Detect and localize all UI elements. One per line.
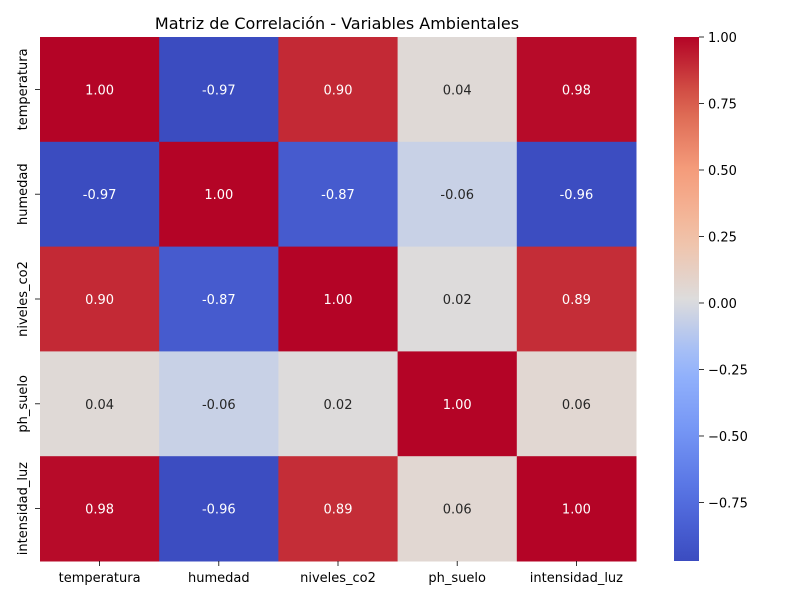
cell-value-label: -0.87 xyxy=(321,188,355,203)
heatmap-cell-intensidad_luz-humedad xyxy=(159,456,279,562)
colorbar: 1.00 0.75 0.50 0.25 0.00 −0.25 −0.50 −0.75 xyxy=(674,31,748,561)
cell-value-label: -0.97 xyxy=(202,83,236,98)
cell-value-label: 1.00 xyxy=(443,398,472,413)
colorbar-tick-label: 0.75 xyxy=(708,97,737,112)
heatmap-cell-humedad-ph_suelo xyxy=(397,141,518,248)
x-tick-label: temperatura xyxy=(59,571,141,586)
cell-value-label: 1.00 xyxy=(324,293,353,308)
x-tick-label: intensidad_luz xyxy=(530,571,623,586)
cell-value-label: 0.02 xyxy=(443,293,472,308)
heatmap-cell-humedad-niveles_co2 xyxy=(278,141,399,248)
cell-value-label: -0.87 xyxy=(202,293,236,308)
cell-value-label: -0.06 xyxy=(202,398,236,413)
colorbar-tick-label: 0.25 xyxy=(708,230,737,245)
cell-value-label: 0.98 xyxy=(562,83,591,98)
heatmap-cell-intensidad_luz-temperatura xyxy=(40,456,160,562)
heatmap-cell-temperatura-temperatura xyxy=(40,37,160,143)
colorbar-tick-label: −0.25 xyxy=(708,363,748,378)
cell-value-label: 0.06 xyxy=(562,398,591,413)
cell-value-label: 1.00 xyxy=(85,83,114,98)
cell-value-label: 1.00 xyxy=(204,188,233,203)
cell-value-label: 0.04 xyxy=(85,398,114,413)
cell-value-label: 1.00 xyxy=(562,503,591,518)
colorbar-tick-label: 0.50 xyxy=(708,164,737,179)
heatmap-cell-niveles_co2-ph_suelo xyxy=(397,246,518,352)
heatmap-cell-ph_suelo-temperatura xyxy=(40,351,160,457)
heatmap-cell-niveles_co2-niveles_co2 xyxy=(278,246,399,352)
colorbar-tick-label: 1.00 xyxy=(708,31,737,46)
heatmap-cell-temperatura-humedad xyxy=(159,37,279,143)
heatmap-cell-intensidad_luz-ph_suelo xyxy=(397,456,518,562)
chart-title: Matriz de Correlación - Variables Ambien… xyxy=(155,14,519,33)
heatmap-cell-niveles_co2-temperatura xyxy=(40,246,160,352)
heatmap-cell-ph_suelo-humedad xyxy=(159,351,279,457)
colorbar-tick-label: −0.75 xyxy=(708,496,748,511)
x-tick-label: humedad xyxy=(188,571,250,586)
heatmap-cell-niveles_co2-intensidad_luz xyxy=(516,246,637,352)
heatmap-cell-ph_suelo-ph_suelo xyxy=(397,351,518,457)
heatmap-cell-temperatura-niveles_co2 xyxy=(278,37,399,143)
x-tick-label: ph_suelo xyxy=(428,571,486,586)
heatmap-cell-intensidad_luz-intensidad_luz xyxy=(516,456,637,562)
colorbar-tick-label: 0.00 xyxy=(708,297,737,312)
heatmap-cell-humedad-humedad xyxy=(159,141,279,248)
cell-value-label: 0.89 xyxy=(562,293,591,308)
heatmap-cell-humedad-temperatura xyxy=(40,141,160,248)
cell-value-label: 0.04 xyxy=(443,83,472,98)
cell-value-label: 0.90 xyxy=(324,83,353,98)
cell-value-label: -0.06 xyxy=(440,188,474,203)
y-tick-label: temperatura xyxy=(16,48,31,130)
heatmap-cell-ph_suelo-niveles_co2 xyxy=(278,351,399,457)
heatmap-annotations: 1.00 -0.97 0.90 0.04 0.98 -0.97 1.00 -0.87 -0.06… xyxy=(83,83,593,517)
heatmap-cells xyxy=(40,37,637,562)
y-tick-label: niveles_co2 xyxy=(16,261,31,337)
cell-value-label: -0.96 xyxy=(202,503,236,518)
cell-value-label: 0.02 xyxy=(324,398,353,413)
cell-value-label: 0.98 xyxy=(85,503,114,518)
heatmap-cell-intensidad_luz-niveles_co2 xyxy=(278,456,399,562)
cell-value-label: 0.89 xyxy=(324,503,353,518)
colorbar-gradient xyxy=(674,37,699,561)
x-tick-label: niveles_co2 xyxy=(300,571,376,586)
heatmap-cell-humedad-intensidad_luz xyxy=(516,141,637,248)
heatmap-cell-niveles_co2-humedad xyxy=(159,246,279,352)
cell-value-label: 0.06 xyxy=(443,503,472,518)
cell-value-label: -0.97 xyxy=(83,188,117,203)
heatmap-cell-ph_suelo-intensidad_luz xyxy=(516,351,637,457)
cell-value-label: -0.96 xyxy=(560,188,594,203)
y-tick-label: humedad xyxy=(16,163,31,225)
x-axis: temperatura humedad niveles_co2 ph_suelo int… xyxy=(59,561,623,586)
heatmap-cell-temperatura-ph_suelo xyxy=(397,37,518,143)
y-tick-label: ph_suelo xyxy=(16,375,31,433)
y-tick-label: intensidad_luz xyxy=(16,462,31,555)
heatmap-cell-temperatura-intensidad_luz xyxy=(516,37,637,143)
colorbar-tick-label: −0.50 xyxy=(708,430,748,445)
y-axis: temperatura humedad niveles_co2 ph_sueloint… xyxy=(16,48,40,555)
cell-value-label: 0.90 xyxy=(85,293,114,308)
